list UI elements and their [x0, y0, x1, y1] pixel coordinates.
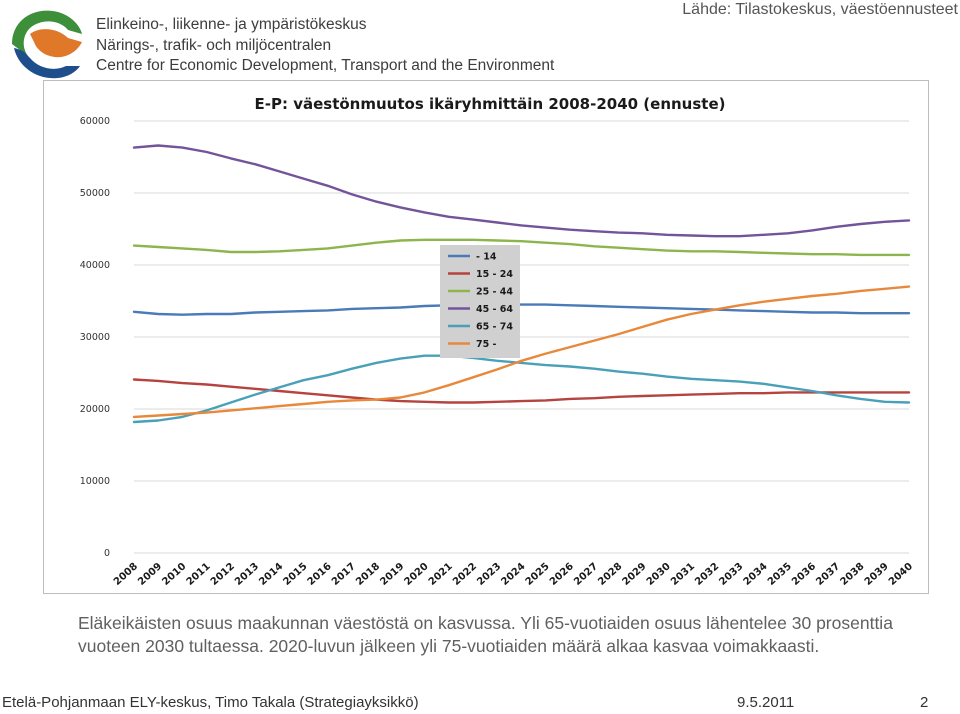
legend-label: 65 - 74: [476, 322, 513, 333]
x-tick-label: 2037: [814, 561, 842, 588]
chart-title: E-P: väestönmuutos ikäryhmittäin 2008-20…: [255, 95, 726, 113]
x-tick-label: 2010: [160, 561, 188, 588]
series-line: [132, 144, 911, 238]
grid-lines: [134, 120, 909, 554]
legend-label: 45 - 64: [476, 304, 513, 315]
x-tick-label: 2038: [839, 561, 867, 588]
x-tick-label: 2020: [403, 561, 431, 588]
x-tick-label: 2036: [790, 561, 818, 588]
x-tick-label: 2031: [669, 561, 697, 588]
x-tick-label: 2015: [281, 561, 309, 588]
x-tick-label: 2039: [863, 561, 891, 588]
org-name-swedish: Närings-, trafik- och miljöcentralen: [96, 37, 332, 54]
line-chart: E-P: väestönmuutos ikäryhmittäin 2008-20…: [80, 95, 915, 588]
x-tick-label: 2012: [209, 561, 237, 588]
y-tick-label: 0: [104, 548, 110, 559]
x-tick-label: 2009: [136, 561, 164, 588]
legend-label: 25 - 44: [476, 287, 513, 298]
legend-label: - 14: [476, 252, 497, 263]
series-lines: [132, 144, 911, 424]
y-tick-label: 30000: [80, 332, 110, 343]
legend-label: 15 - 24: [476, 269, 513, 280]
x-tick-label: 2022: [451, 561, 479, 588]
x-tick-label: 2025: [524, 561, 552, 588]
x-tick-label: 2032: [693, 561, 721, 588]
y-tick-label: 10000: [80, 476, 110, 487]
x-tick-label: 2040: [887, 561, 915, 588]
series-line: [132, 238, 911, 257]
y-tick-label: 60000: [80, 116, 110, 127]
caption-text: Eläkeikäisten osuus maakunnan väestöstä …: [78, 613, 893, 656]
series-line: [132, 354, 911, 424]
x-tick-label: 2028: [596, 561, 624, 588]
x-tick-label: 2008: [112, 561, 140, 588]
x-tick-label: 2017: [330, 561, 358, 588]
footer-date: 9.5.2011: [737, 694, 795, 711]
x-tick-label: 2026: [548, 561, 576, 588]
x-tick-label: 2027: [572, 561, 600, 588]
chart-frame: E-P: väestönmuutos ikäryhmittäin 2008-20…: [43, 80, 929, 594]
org-name-finnish: Elinkeino-, liikenne- ja ympäristökeskus: [96, 16, 367, 33]
legend-label: 75 -: [476, 339, 497, 350]
x-tick-label: 2034: [742, 561, 770, 588]
x-tick-label: 2021: [427, 561, 455, 588]
x-tick-label: 2011: [185, 561, 213, 588]
ely-centre-logo-icon: [12, 10, 82, 79]
x-tick-label: 2019: [378, 561, 406, 588]
y-tick-label: 50000: [80, 188, 110, 199]
y-axis-ticks: 0 10000 20000 30000 40000 50000 60000: [80, 116, 110, 559]
x-tick-label: 2013: [233, 561, 261, 588]
series-line: [132, 285, 911, 419]
x-tick-label: 2035: [766, 561, 794, 588]
y-tick-label: 40000: [80, 260, 110, 271]
x-tick-label: 2033: [717, 561, 745, 588]
org-name-english: Centre for Economic Development, Transpo…: [96, 57, 555, 74]
legend-box: [440, 245, 520, 358]
x-axis-ticks: 2008200920102011201220132014201520162017…: [112, 561, 915, 588]
footer-author: Etelä-Pohjanmaan ELY-keskus, Timo Takala…: [2, 694, 419, 711]
x-tick-label: 2023: [475, 561, 503, 588]
x-tick-label: 2016: [306, 561, 334, 588]
page-number: 2: [920, 694, 929, 711]
series-line: [132, 378, 911, 404]
y-tick-label: 20000: [80, 404, 110, 415]
source-note: Lähde: Tilastokeskus, väestöennusteet: [682, 1, 958, 18]
x-tick-label: 2014: [257, 561, 285, 588]
legend: - 14 15 - 24 25 - 44 45 - 64 65 - 74 75 -: [440, 245, 520, 358]
series-line: [132, 303, 911, 316]
x-tick-label: 2029: [621, 561, 649, 588]
x-tick-label: 2024: [499, 561, 527, 588]
x-tick-label: 2030: [645, 561, 673, 588]
x-tick-label: 2018: [354, 561, 382, 588]
